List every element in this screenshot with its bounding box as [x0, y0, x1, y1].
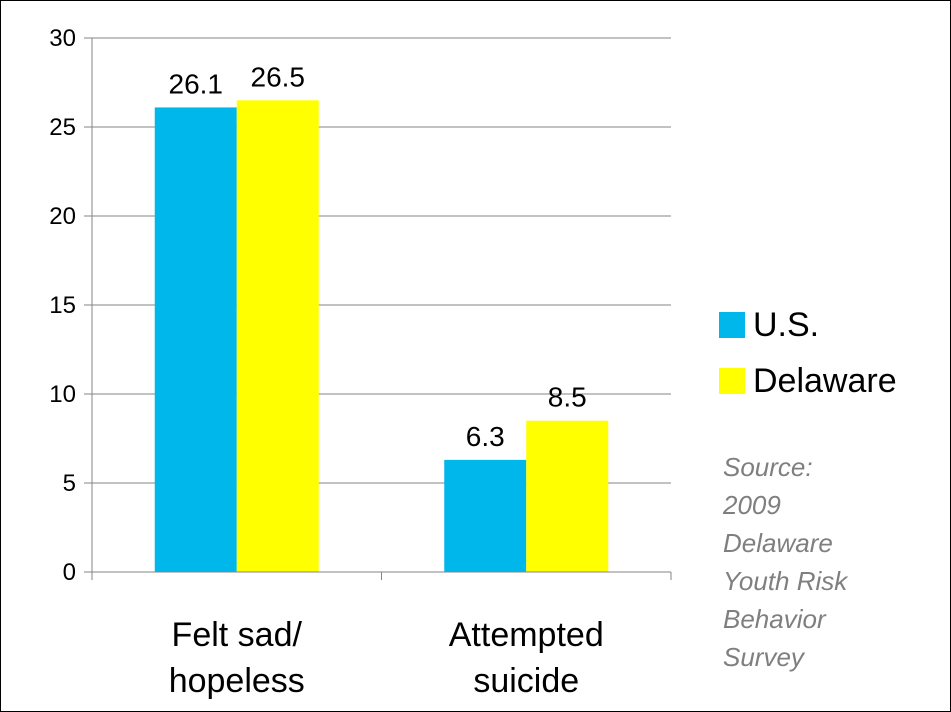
legend-swatch-us [719, 312, 745, 338]
legend: U.S. Delaware [719, 306, 897, 418]
source-line: Source: [723, 452, 813, 482]
legend-item-delaware: Delaware [719, 362, 897, 400]
source-line: Behavior [723, 604, 826, 634]
source-note: Source: 2009 Delaware Youth Risk Behavio… [723, 448, 938, 676]
y-tick-label: 30 [49, 25, 76, 52]
bar-delaware [526, 420, 609, 572]
x-category-label: Felt sad/hopeless [169, 616, 305, 700]
source-line: Survey [723, 642, 804, 672]
legend-item-us: U.S. [719, 306, 897, 344]
y-tick-label: 0 [63, 559, 76, 586]
data-label: 26.1 [169, 68, 224, 99]
x-category-label: Attempted suicide [449, 616, 604, 700]
bar-us [154, 107, 237, 573]
legend-label-delaware: Delaware [753, 361, 897, 400]
y-tick-label: 5 [63, 470, 76, 497]
source-line: Youth Risk [723, 566, 848, 596]
y-tick-label: 15 [49, 292, 76, 319]
bar-us [444, 459, 527, 572]
data-label: 6.3 [466, 421, 505, 452]
y-tick-label: 25 [49, 114, 76, 141]
legend-label-us: U.S. [753, 305, 820, 344]
y-tick-label: 20 [49, 203, 76, 230]
data-label: 8.5 [548, 382, 587, 413]
y-tick-label: 10 [49, 381, 76, 408]
legend-swatch-delaware [719, 368, 745, 394]
bar-delaware [236, 100, 319, 573]
source-line: 2009 [723, 490, 781, 520]
data-label: 26.5 [251, 61, 306, 92]
source-line: Delaware [723, 528, 833, 558]
